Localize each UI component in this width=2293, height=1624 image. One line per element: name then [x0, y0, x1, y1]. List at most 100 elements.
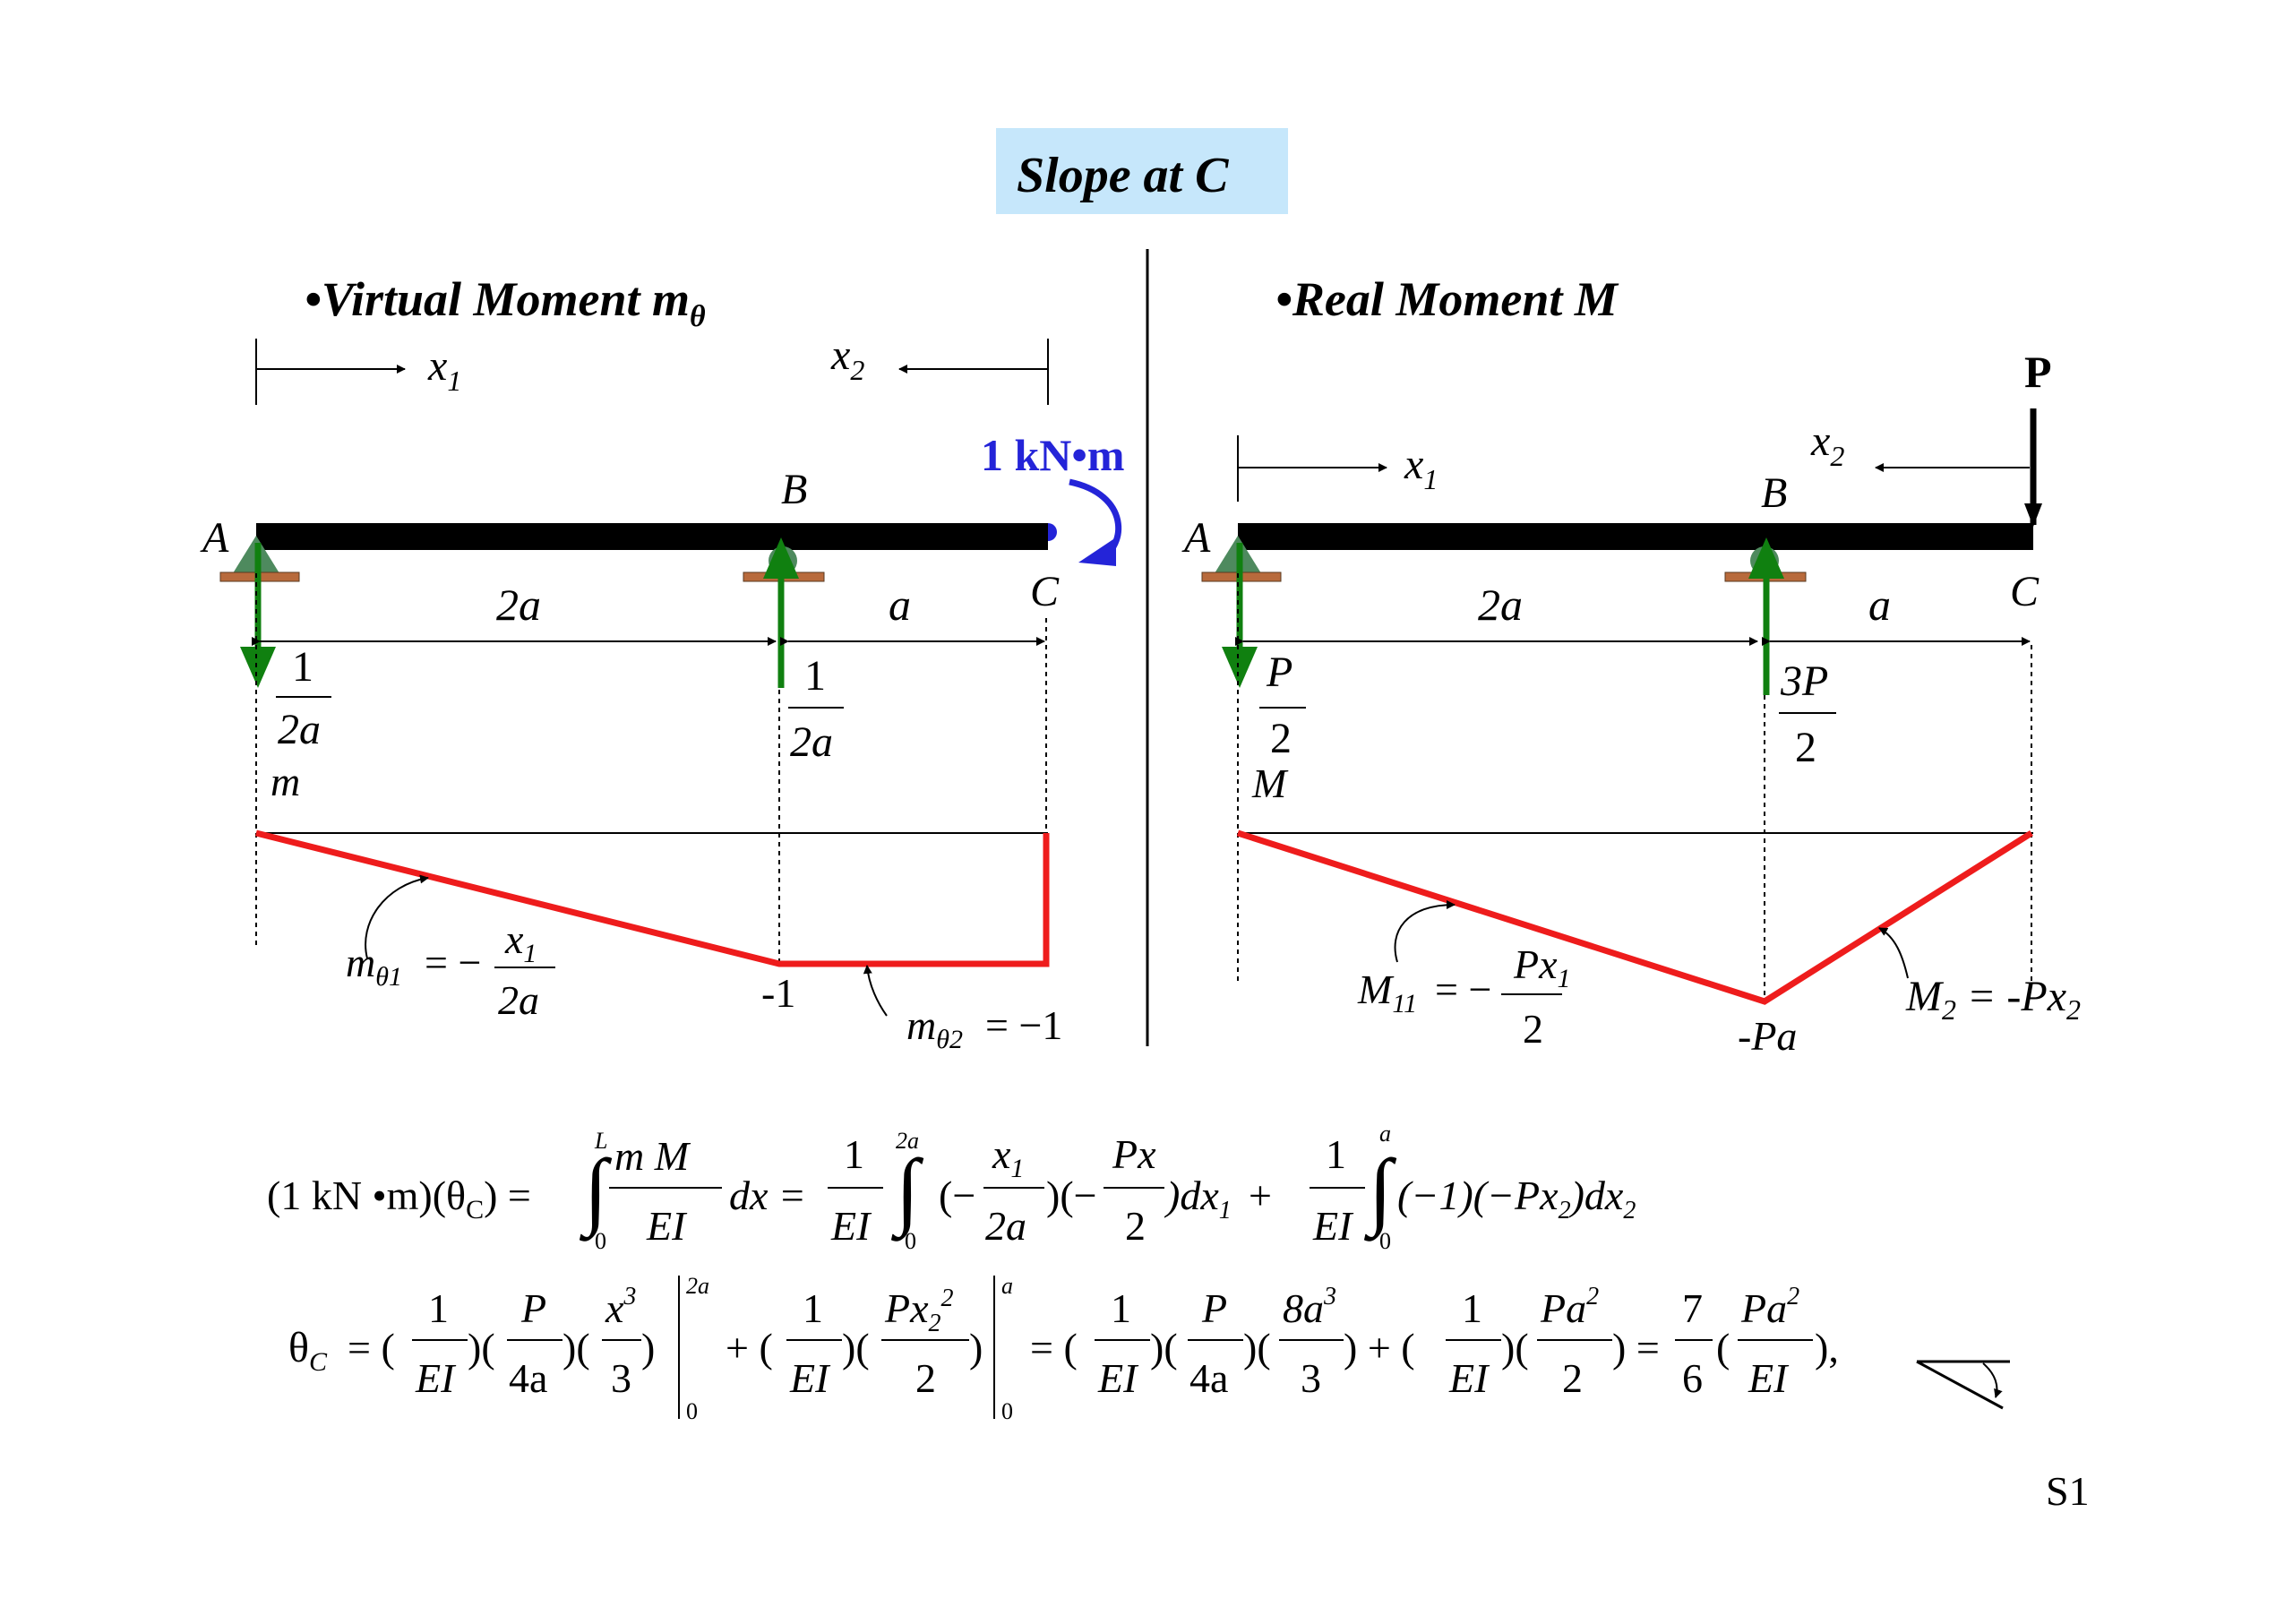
- eq1-paren-open: (−: [939, 1173, 975, 1218]
- title-box: [996, 128, 1288, 214]
- eq1-integral-1: ∫: [579, 1141, 613, 1242]
- eq1-integral-3: ∫: [1363, 1141, 1397, 1242]
- virtual-reaction-A-arrowhead: [240, 647, 276, 688]
- real-reaction-A-den: 2: [1270, 715, 1292, 762]
- virtual-moment-panel: •Virtual Moment mθ x1 x2 1 kN•m A B C 2a: [200, 272, 1125, 1054]
- real-moment-panel: •Real Moment M P x1 x2 A B C 2a a P: [1181, 272, 2081, 1059]
- slope-result-equation: θC = ( 1 EI )( P 4a )( x3 3 ) 2a 0 + ( 1…: [288, 1273, 1839, 1424]
- virtual-couple-arrowhead: [1078, 537, 1116, 566]
- eq1-int3-upper: a: [1379, 1121, 1391, 1147]
- real-beam: [1238, 523, 2033, 550]
- eq2-f12-den: EI: [1748, 1355, 1790, 1401]
- real-x1-label: x1: [1404, 441, 1438, 495]
- real-span-AB: 2a: [1478, 580, 1523, 630]
- eq2-f6-den: EI: [1097, 1355, 1139, 1401]
- virtual-reaction-B-num: 1: [804, 652, 826, 700]
- eq1-last: (−1)(−Px2)dx2: [1397, 1173, 1636, 1224]
- eq2-f5-den: 2: [915, 1355, 936, 1401]
- real-eq1-num: Px1: [1513, 941, 1571, 993]
- virtual-reaction-B-arrowhead: [763, 537, 799, 579]
- eq1-int2-upper: 2a: [896, 1128, 919, 1154]
- real-reaction-B-den: 2: [1795, 724, 1816, 771]
- eq1-int1-lower: 0: [595, 1228, 606, 1254]
- eq2-f7-num: P: [1201, 1285, 1227, 1331]
- virtual-span-AB: 2a: [496, 580, 541, 630]
- virtual-eq2-lhs: mθ2: [906, 1002, 963, 1054]
- eq2-f8-den: 3: [1301, 1355, 1321, 1401]
- eq1-integral-2: ∫: [890, 1141, 924, 1242]
- eq1-frac3-den: 2a: [985, 1203, 1026, 1249]
- eq2-eq: = (: [348, 1325, 395, 1371]
- eq2-eval2-lower: 0: [1001, 1398, 1013, 1424]
- eq2-f10-num: Pa2: [1540, 1283, 1599, 1331]
- real-reaction-A-num: P: [1266, 649, 1292, 696]
- page-title: Slope at C: [1017, 148, 1229, 203]
- eq2-plus1: + (: [726, 1325, 773, 1371]
- eq1-plus: +: [1249, 1173, 1272, 1218]
- eq2-f11-num: 7: [1682, 1285, 1703, 1331]
- real-moment-diagram: [1236, 829, 2033, 1005]
- virtual-reaction-A-den: 2a: [278, 706, 321, 753]
- eq1-frac3-num: x1: [992, 1131, 1024, 1183]
- eq2-f2-den: 4a: [509, 1355, 547, 1401]
- real-reaction-B-arrowhead: [1748, 537, 1784, 579]
- real-eq2-pointer: [1878, 927, 1909, 979]
- virtual-value-B: -1: [761, 970, 795, 1016]
- eq1-int3-lower: 0: [1379, 1228, 1391, 1254]
- virtual-point-A: A: [200, 514, 229, 562]
- real-eq2-lhs: M2: [1905, 973, 1956, 1026]
- virtual-x1-label: x1: [427, 342, 461, 397]
- eq2-f3-den: 3: [611, 1355, 631, 1401]
- eq2-f7-den: 4a: [1189, 1355, 1228, 1401]
- eq1-frac4-num: Px: [1112, 1131, 1156, 1177]
- real-eq1-pointer: [1394, 900, 1456, 963]
- real-point-B: B: [1761, 469, 1787, 517]
- eq1-frac5-den: EI: [1312, 1203, 1354, 1249]
- eq2-f11-den: 6: [1682, 1355, 1703, 1401]
- virtual-beam: [256, 523, 1048, 550]
- eq1-frac4-den: 2: [1125, 1203, 1146, 1249]
- eq2-p8: ) + (: [1344, 1325, 1415, 1371]
- eq2-p4: )(: [842, 1325, 870, 1371]
- eq2-f9-den: EI: [1448, 1355, 1490, 1401]
- eq2-f5-num: Px22: [884, 1285, 954, 1337]
- eq2-f9-num: 1: [1462, 1285, 1482, 1331]
- eq2-eval2-upper: a: [1001, 1273, 1013, 1299]
- virtual-span-BC: a: [889, 580, 911, 630]
- virtual-eq2-rhs: = −1: [985, 1002, 1062, 1048]
- eq2-f10-den: 2: [1562, 1355, 1583, 1401]
- eq1-frac2-num: 1: [844, 1131, 864, 1177]
- eq1-frac1-num: m M: [614, 1133, 691, 1179]
- slide-number: S1: [2046, 1468, 2090, 1514]
- eq2-f12-num: Pa2: [1740, 1283, 1799, 1331]
- real-x2-label: x2: [1810, 417, 1844, 472]
- eq2-eq2: = (: [1030, 1325, 1078, 1371]
- real-eq2-rhs: = -Px2: [1967, 973, 2081, 1026]
- eq2-p10: ) =: [1612, 1325, 1660, 1371]
- virtual-eq1-num: x1: [504, 916, 537, 968]
- real-diagram-label: M: [1251, 760, 1289, 806]
- real-reaction-B-num: 3P: [1780, 657, 1828, 705]
- eq2-f2-num: P: [520, 1285, 546, 1331]
- eq2-p12: ),: [1815, 1325, 1839, 1371]
- eq2-eval1-upper: 2a: [686, 1273, 709, 1299]
- eq1-int2-lower: 0: [905, 1228, 916, 1254]
- eq2-f4-den: EI: [789, 1355, 831, 1401]
- eq1-tail: )dx1: [1164, 1173, 1232, 1224]
- eq2-f4-num: 1: [803, 1285, 823, 1331]
- eq1-dx: dx =: [729, 1173, 806, 1218]
- virtual-work-equation: (1 kN •m)(θC) = ∫ L 0 m M EI dx = 1 EI ∫…: [267, 1121, 1636, 1254]
- eq2-p6: )(: [1150, 1325, 1178, 1371]
- eq2-f1-den: EI: [415, 1355, 457, 1401]
- virtual-heading: •Virtual Moment mθ: [305, 272, 706, 333]
- virtual-eq1-eq: = −: [425, 940, 481, 985]
- real-eq1-eq: = −: [1435, 967, 1491, 1012]
- virtual-couple-label: 1 kN•m: [981, 430, 1125, 480]
- eq2-f1-num: 1: [428, 1285, 449, 1331]
- eq2-f3-num: x3: [605, 1283, 636, 1331]
- virtual-x2-label: x2: [830, 331, 864, 386]
- eq1-frac2-den: EI: [830, 1203, 872, 1249]
- real-load-label: P: [2024, 347, 2052, 397]
